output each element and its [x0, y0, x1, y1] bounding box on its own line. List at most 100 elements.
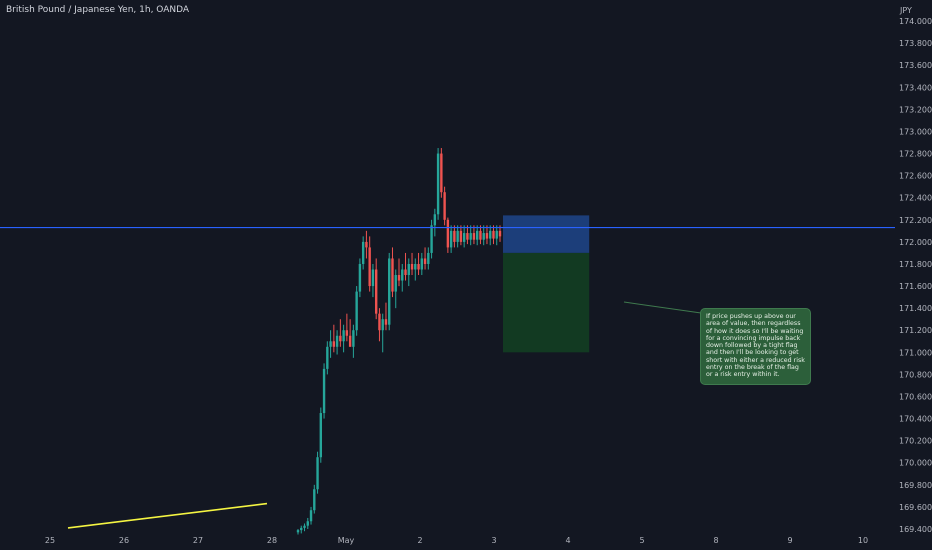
candle: [479, 225, 482, 245]
time-tick-label: 5: [639, 536, 644, 545]
candle: [443, 186, 446, 226]
candle: [374, 258, 378, 320]
candle: [361, 236, 365, 270]
candle: [322, 363, 326, 419]
position-reward-zone[interactable]: [503, 252, 590, 353]
candle: [489, 225, 492, 246]
candle: [440, 148, 443, 198]
time-tick-label: 10: [858, 536, 868, 545]
candle: [495, 225, 498, 246]
price-tick-label: 172.400: [899, 194, 932, 203]
candle: [381, 313, 384, 353]
candle: [459, 225, 463, 246]
candle: [397, 258, 401, 287]
time-tick-label: 3: [491, 536, 496, 545]
price-tick-label: 170.400: [899, 415, 932, 424]
chart-title: British Pound / Japanese Yen, 1h, OANDA: [6, 5, 190, 15]
price-tick-label: 173.400: [899, 83, 932, 92]
price-tick-label: 171.200: [899, 326, 932, 335]
candle: [472, 225, 476, 245]
price-unit-label: JPY: [899, 6, 912, 15]
position-box-layer[interactable]: [503, 215, 590, 353]
time-tick-label: 25: [45, 536, 55, 545]
time-tick-label: May: [338, 536, 355, 545]
price-tick-label: 173.200: [899, 105, 932, 114]
candle: [427, 247, 430, 270]
candle: [365, 230, 368, 259]
price-tick-label: 170.200: [899, 437, 932, 446]
time-tick-label: 26: [119, 536, 129, 545]
price-tick-label: 173.800: [899, 39, 932, 48]
candle: [436, 148, 440, 220]
price-tick-label: 171.600: [899, 282, 932, 291]
candle: [342, 324, 345, 353]
candle: [430, 219, 433, 259]
candle: [485, 225, 489, 245]
annotation-pointer: [623, 301, 702, 314]
candle: [335, 330, 339, 355]
candle: [352, 324, 355, 358]
candle: [410, 252, 414, 276]
candle: [394, 269, 397, 309]
price-tick-label: 170.600: [899, 392, 932, 401]
candle: [407, 258, 410, 287]
candle: [368, 236, 371, 292]
candle: [384, 302, 388, 331]
candle: [475, 225, 479, 246]
price-tick-label: 172.000: [899, 238, 932, 247]
price-tick-label: 170.800: [899, 370, 932, 379]
price-axis[interactable]: JPY 174.000 173.800 173.600 173.400 173.200 17…: [895, 0, 932, 550]
candle: [309, 506, 313, 525]
candle: [401, 263, 404, 292]
price-tick-label: 171.800: [899, 260, 932, 269]
candle: [466, 225, 469, 245]
candle: [326, 341, 329, 375]
candle: [358, 258, 362, 298]
price-tick-label: 172.200: [899, 216, 932, 225]
candle: [303, 523, 306, 532]
time-tick-label: 2: [417, 536, 422, 545]
candle: [423, 247, 427, 270]
time-tick-label: 8: [713, 536, 718, 545]
candle: [313, 484, 316, 514]
price-tick-label: 173.000: [899, 127, 932, 136]
trendline-layer: [67, 502, 268, 529]
candle: [456, 225, 459, 248]
position-risk-zone[interactable]: [503, 215, 590, 253]
time-tick-label: 4: [565, 536, 570, 545]
candle: [329, 330, 332, 358]
candle: [449, 225, 453, 253]
time-tick-label: 9: [787, 536, 792, 545]
candle: [446, 217, 450, 253]
candle: [355, 286, 358, 336]
candle: [404, 252, 407, 281]
candle: [378, 308, 381, 342]
candle: [300, 525, 303, 534]
time-tick-label: 28: [267, 536, 277, 545]
candles-layer: [296, 148, 502, 535]
candle: [332, 324, 336, 353]
candle: [371, 263, 375, 298]
candle: [453, 225, 456, 248]
price-tick-label: 172.600: [899, 172, 932, 181]
price-tick-label: 172.800: [899, 150, 932, 159]
annotation-note[interactable]: If price pushes up above our area of val…: [700, 308, 811, 385]
candle: [316, 451, 319, 494]
candle: [414, 258, 417, 281]
time-tick-label: 27: [193, 536, 203, 545]
candle: [469, 225, 472, 246]
candle: [388, 252, 391, 331]
trendline[interactable]: [67, 502, 268, 529]
price-tick-label: 169.400: [899, 525, 932, 534]
candle: [345, 313, 349, 342]
price-tick-label: 169.600: [899, 503, 932, 512]
candle: [296, 529, 300, 535]
price-tick-label: 173.600: [899, 61, 932, 70]
time-axis[interactable]: 25 26 27 28 May 2 3 4 5 8 9 10: [45, 536, 868, 545]
candle: [391, 247, 394, 298]
candle: [319, 407, 323, 463]
candle: [417, 252, 420, 276]
candle: [462, 225, 466, 248]
price-tick-label: 169.800: [899, 481, 932, 490]
